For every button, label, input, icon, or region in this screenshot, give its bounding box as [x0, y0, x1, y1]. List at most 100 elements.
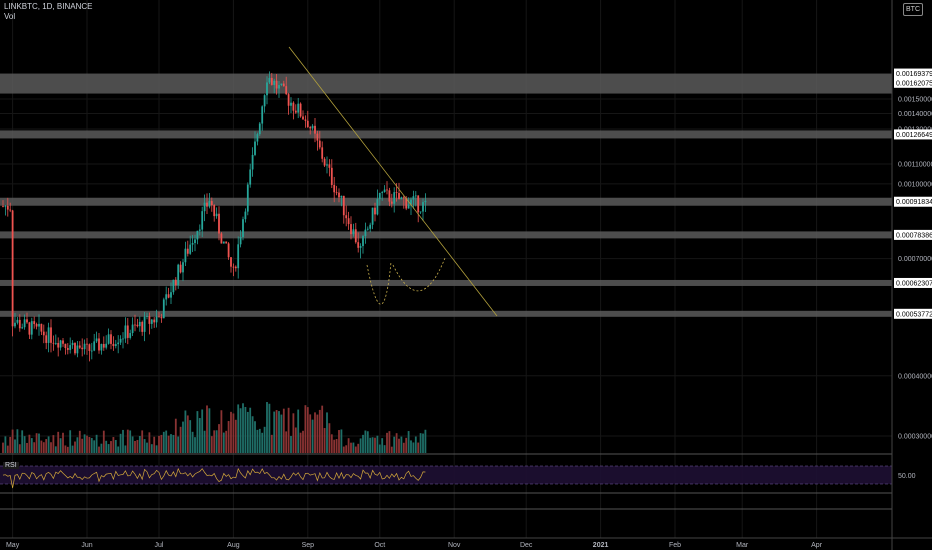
candles [2, 71, 427, 362]
volume-bar [155, 445, 158, 453]
volume-bar [234, 419, 237, 453]
candle-body [266, 82, 268, 96]
volume-bar [107, 444, 110, 453]
level-badge-label: 0.00053772 [896, 311, 932, 318]
candle-body [347, 218, 350, 225]
time-tick-label: Feb [669, 542, 681, 549]
candle-body [369, 224, 372, 229]
candle-body [86, 343, 88, 345]
candle-body [170, 292, 172, 298]
candle-body [230, 257, 232, 267]
candle-body [165, 294, 168, 300]
zone-4 [0, 197, 892, 206]
level-badge [894, 277, 932, 288]
volume-bar [340, 429, 343, 453]
rsi-level-label: 50.00 [898, 473, 916, 480]
candle-body [146, 316, 148, 317]
candle-body [364, 229, 367, 237]
candle-body [129, 333, 132, 338]
candle-body [81, 347, 84, 350]
volume-bar [208, 408, 211, 453]
volume-bar [304, 405, 307, 453]
volume-bar [160, 434, 163, 453]
volume-bar [237, 404, 240, 453]
sr-zones [0, 73, 892, 317]
candle-body [234, 266, 237, 269]
candle-body [186, 248, 189, 254]
candle-body [290, 102, 292, 106]
candle-body [162, 299, 165, 319]
candle-body [66, 348, 69, 350]
level-badge [894, 229, 932, 240]
time-axis: May Jun Jul Aug Sep Oct Nov Dec 2021 Feb Mar Apr [0, 537, 932, 549]
volume-bar [78, 430, 81, 453]
candle-body [102, 344, 105, 348]
candle-body [302, 116, 304, 120]
volume-bar [69, 430, 72, 453]
volume-bar [359, 438, 362, 453]
volume-bar [117, 446, 120, 453]
candle-body [400, 197, 403, 200]
volume-bar [246, 411, 249, 453]
level-badge-label: 0.00062307 [896, 280, 932, 287]
candle-body [206, 202, 208, 207]
candle-body [105, 343, 108, 348]
volume-bar [105, 440, 108, 453]
volume-bar [4, 436, 7, 453]
volume-bar [110, 441, 112, 453]
candle-body [246, 184, 249, 212]
level-badge-label: 0.00169379 [896, 71, 932, 78]
candle-body [374, 207, 376, 215]
candle-body [210, 201, 213, 206]
zone-5 [0, 231, 892, 239]
candle-body [71, 342, 74, 346]
volume-bar [52, 435, 55, 453]
candle-body [333, 184, 336, 193]
volume-bar [66, 446, 69, 453]
volume-bar [45, 439, 48, 453]
candle-body [323, 158, 326, 166]
volume-bar [280, 414, 283, 453]
price-tick-label: 0.00110000 [898, 161, 932, 168]
volume-bar [136, 439, 139, 453]
candle-body [393, 192, 396, 204]
volume-bar [292, 413, 295, 453]
volume-bar [383, 445, 386, 453]
candle-body [335, 192, 338, 194]
candle-body [414, 195, 417, 197]
candle-body [390, 201, 393, 204]
volume-bar [62, 432, 64, 453]
candle-body [14, 322, 16, 327]
volume-bar [354, 446, 357, 453]
candle-body [275, 80, 278, 89]
currency-badge[interactable]: BTC [903, 3, 923, 16]
volume-bar [232, 413, 235, 453]
volume-bar [311, 419, 314, 453]
price-tick-label: 0.00140000 [898, 111, 932, 118]
candle-body [18, 319, 21, 329]
candle-body [138, 321, 141, 327]
volume-bar [74, 441, 76, 453]
level-badge-label: 0.00078386 [896, 232, 932, 239]
candle-body [191, 243, 194, 245]
candle-body [402, 197, 405, 199]
volume-bar [28, 434, 31, 453]
volume-bar [357, 443, 360, 453]
candle-body [244, 211, 247, 220]
time-tick-label: Dec [520, 542, 533, 549]
candle-body [64, 343, 67, 349]
volume-bar [119, 433, 122, 453]
candle-body [338, 192, 340, 198]
volume-bar [33, 442, 36, 453]
volume-bar [93, 440, 96, 453]
volume-bar [335, 438, 338, 453]
candle-body [45, 335, 48, 343]
volume-bar [158, 435, 160, 453]
volume-bar [81, 438, 84, 453]
time-tick-label: May [6, 542, 20, 549]
candle-body [6, 205, 9, 210]
volume-bar [314, 412, 316, 453]
candle-body [131, 324, 134, 334]
volume-bar [285, 431, 288, 453]
